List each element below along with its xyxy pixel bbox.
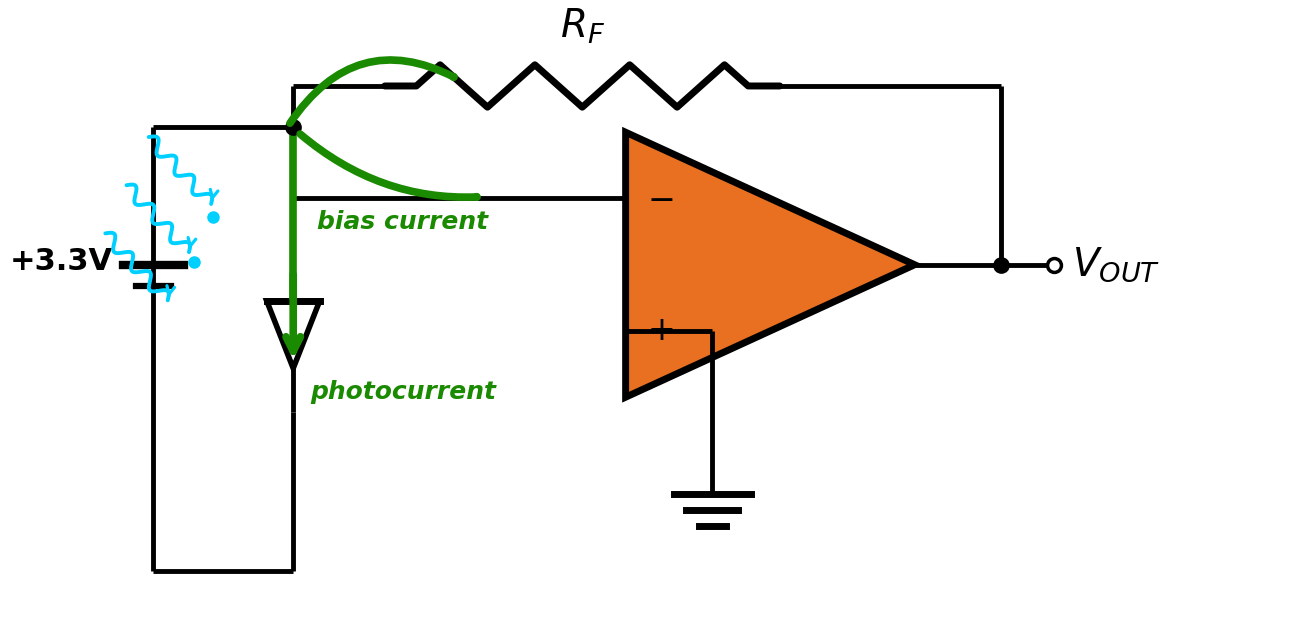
FancyArrowPatch shape — [291, 60, 453, 123]
Polygon shape — [625, 132, 915, 398]
Text: $-$: $-$ — [646, 182, 674, 215]
FancyArrowPatch shape — [300, 134, 477, 198]
Text: photocurrent: photocurrent — [310, 380, 496, 404]
Text: $V_{OUT}$: $V_{OUT}$ — [1072, 246, 1160, 284]
Text: +3.3V: +3.3V — [10, 247, 113, 276]
Text: $+$: $+$ — [646, 314, 674, 348]
Text: bias current: bias current — [318, 210, 489, 234]
Text: $R_F$: $R_F$ — [560, 6, 605, 46]
